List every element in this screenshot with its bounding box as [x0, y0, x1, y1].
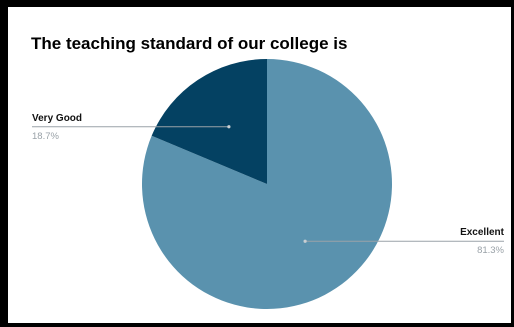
- leader-dot-excellent: [303, 239, 307, 243]
- pie-slice-excellent: [142, 59, 393, 309]
- pie-slices: [142, 59, 393, 309]
- slice-percent-very-good: 18.7%: [32, 131, 59, 142]
- pie-slice-very-good: [151, 59, 267, 184]
- chart-title: The teaching standard of our college is: [31, 34, 348, 53]
- pie-labels: Excellent 81.3% Very Good 18.7%: [32, 113, 505, 256]
- slice-percent-excellent: 81.3%: [477, 245, 504, 256]
- slice-label-excellent: Excellent: [460, 227, 505, 238]
- slice-label-very-good: Very Good: [32, 113, 82, 124]
- leader-dot-very-good: [227, 125, 231, 129]
